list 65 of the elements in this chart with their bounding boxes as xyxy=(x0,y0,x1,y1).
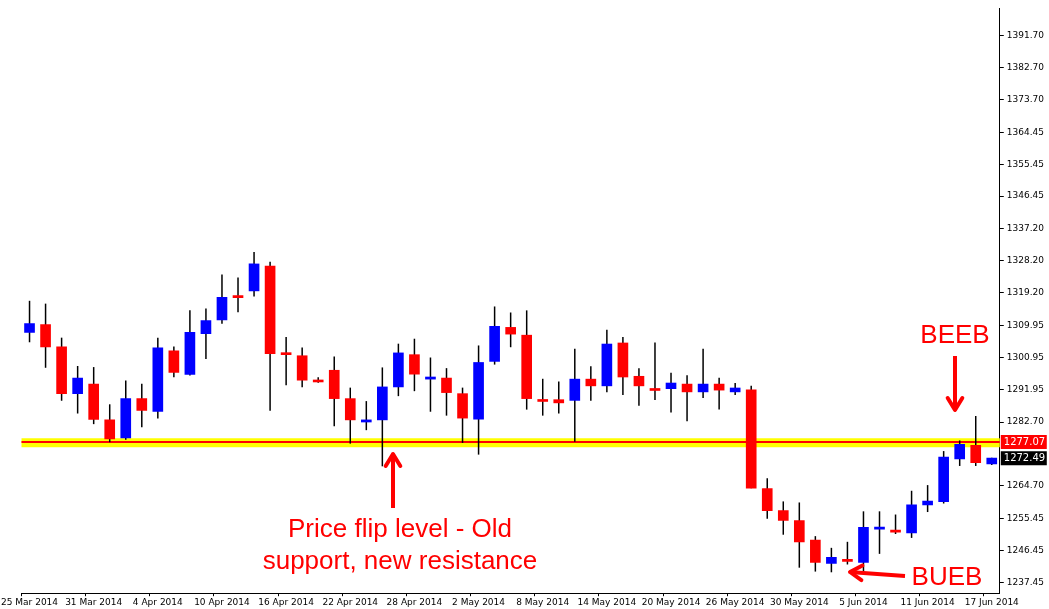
x-tick-label: 14 May 2014 xyxy=(577,596,637,607)
x-tick-label: 22 Apr 2014 xyxy=(322,596,379,607)
x-tick-label: 11 Jun 2014 xyxy=(900,596,955,607)
x-tick-label: 16 Apr 2014 xyxy=(258,596,315,607)
x-tick-label: 28 Apr 2014 xyxy=(386,596,443,607)
text: 1272.49 xyxy=(1003,451,1046,463)
y-tick-label: 1391.70 xyxy=(1006,30,1045,41)
candlestick xyxy=(200,307,212,360)
candlestick xyxy=(40,302,51,369)
x-tick-label: 10 Apr 2014 xyxy=(194,596,251,607)
candlestick xyxy=(633,367,645,407)
candlestick xyxy=(505,311,516,348)
candlestick xyxy=(793,501,805,569)
x-tick-label: 31 Mar 2014 xyxy=(65,596,123,607)
candlestick xyxy=(216,273,228,325)
ref-line-label: 1277.07 xyxy=(1003,435,1046,447)
y-tick-label: 1337.20 xyxy=(1006,223,1045,234)
y-tick-label: 1364.45 xyxy=(1006,126,1044,137)
x-tick-label: 17 Jun 2014 xyxy=(964,596,1020,607)
y-tick-label: 1282.70 xyxy=(1006,416,1045,427)
x-tick-label: 26 May 2014 xyxy=(705,596,765,607)
candlestick xyxy=(890,513,901,535)
x-tick-label: 30 May 2014 xyxy=(769,596,829,607)
y-tick-label: 1328.20 xyxy=(1006,255,1045,266)
y-tick-label: 1255.45 xyxy=(1006,512,1044,523)
candlestick xyxy=(649,341,661,401)
y-tick-label: 1319.20 xyxy=(1006,286,1045,297)
y-tick-label: 1237.45 xyxy=(1006,576,1044,587)
x-tick-label: 8 May 2014 xyxy=(516,596,570,607)
candlestick xyxy=(665,372,677,414)
x-tick-label: 25 Mar 2014 xyxy=(1,596,59,607)
annotation: Price flip level - Old support, new resistance xyxy=(261,512,539,576)
candlestick xyxy=(777,500,789,536)
x-tick-label: 20 May 2014 xyxy=(641,596,701,607)
annotation: BEEB xyxy=(919,318,991,350)
candlestick xyxy=(922,484,933,513)
x-tick-label: 2 May 2014 xyxy=(452,596,506,607)
candlestick xyxy=(280,336,292,386)
candlestick xyxy=(441,367,452,417)
annotation: BUEB xyxy=(910,560,984,592)
y-tick-label: 1309.95 xyxy=(1006,319,1044,330)
candlestick xyxy=(72,365,83,415)
x-tick-label: 5 Jun 2014 xyxy=(839,596,888,607)
y-tick-label: 1346.45 xyxy=(1006,190,1044,201)
y-tick-label: 1355.45 xyxy=(1006,158,1044,169)
candlestick xyxy=(842,541,853,566)
candlestick xyxy=(810,535,821,573)
candlestick xyxy=(761,477,773,520)
y-tick-label: 1291.95 xyxy=(1006,383,1044,394)
candlestick xyxy=(232,276,244,313)
candlestick xyxy=(569,347,581,443)
y-tick-label: 1300.95 xyxy=(1006,351,1044,362)
candlestick xyxy=(409,337,420,392)
candlestick xyxy=(168,345,180,379)
candlestick xyxy=(537,378,549,417)
y-tick-label: 1382.70 xyxy=(1006,61,1045,72)
candlestick xyxy=(136,382,148,429)
y-tick-label: 1246.45 xyxy=(1006,544,1044,555)
y-tick-label: 1373.70 xyxy=(1006,93,1045,104)
candlestick xyxy=(954,439,966,467)
candlestick xyxy=(826,547,837,574)
y-tick-label: 1264.70 xyxy=(1006,480,1045,491)
candlestick xyxy=(553,380,565,415)
candlestick xyxy=(24,300,35,344)
x-tick-label: 4 Apr 2014 xyxy=(132,596,184,607)
